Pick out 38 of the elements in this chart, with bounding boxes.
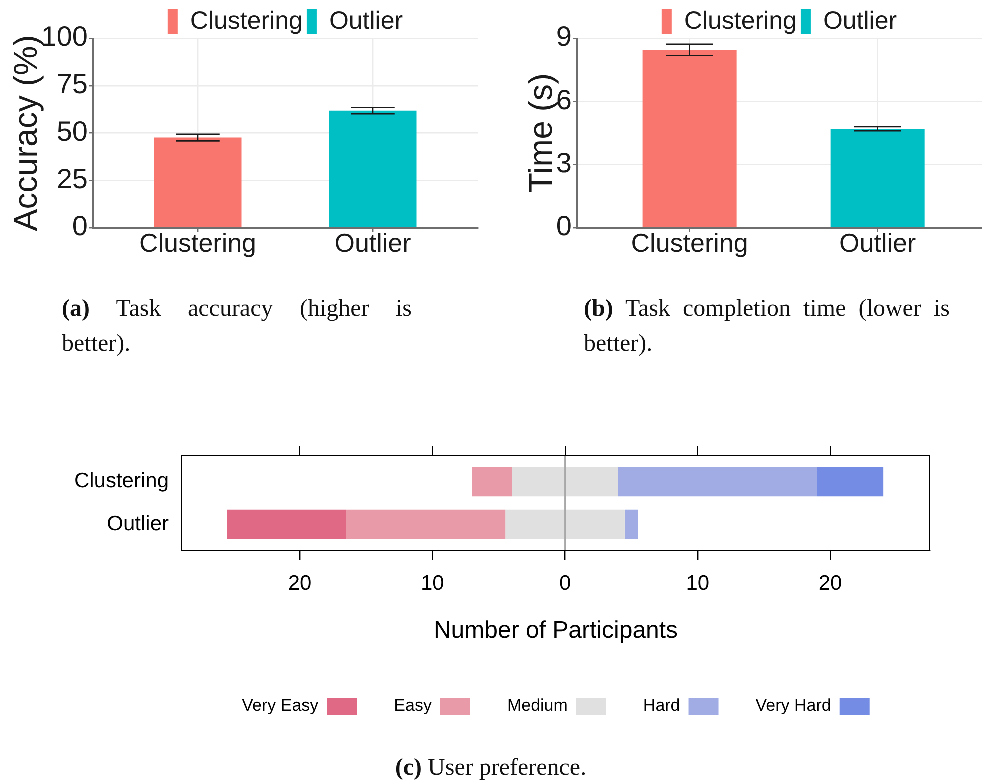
bar [624, 510, 638, 540]
text: (c) User preference. [394, 754, 588, 782]
legend-label: Clustering [684, 6, 797, 35]
y-axis-title: Accuracy (%) [6, 35, 44, 232]
y-tick-label: 3 [556, 148, 572, 179]
legend-label: Medium [507, 696, 568, 716]
legend-label: Outlier [823, 6, 898, 35]
bar [506, 510, 625, 540]
bar [618, 466, 818, 497]
y-tick-label: 9 [556, 21, 572, 52]
y-tick-label: 6 [556, 84, 572, 116]
bar [472, 466, 512, 497]
x-tick-label: 20 [288, 572, 312, 595]
bar [817, 466, 884, 497]
bar [346, 510, 506, 540]
x-axis-title: Number of Participants [434, 617, 678, 644]
y-tick-label: Clustering [74, 470, 169, 493]
x-tick-label: 10 [686, 572, 710, 595]
x-tick-label: Clustering [631, 228, 748, 258]
text: (b) Task completion time (lower is better). [584, 295, 950, 359]
y-tick-label: 25 [56, 163, 88, 194]
legend-label: Very Easy [242, 696, 320, 716]
y-tick-label: 50 [56, 116, 88, 147]
y-axis-title: Time (s) [522, 73, 559, 194]
text: (a) Task accuracy (higher is better). [62, 295, 412, 359]
x-tick-label: Clustering [139, 228, 257, 258]
legend-label: Clustering [190, 6, 303, 35]
x-tick-label: 20 [818, 572, 842, 595]
x-tick-label: 10 [420, 572, 444, 595]
legend-label: Outlier [329, 6, 404, 35]
legend-label: Easy [394, 696, 432, 716]
legend-label: Very Hard [756, 696, 832, 716]
bar [512, 466, 618, 497]
y-tick-label: 75 [56, 68, 88, 100]
x-tick-label: Outlier [334, 228, 412, 258]
legend-label: Hard [643, 696, 680, 716]
x-tick-label: Outlier [840, 228, 916, 258]
bar [227, 510, 346, 540]
